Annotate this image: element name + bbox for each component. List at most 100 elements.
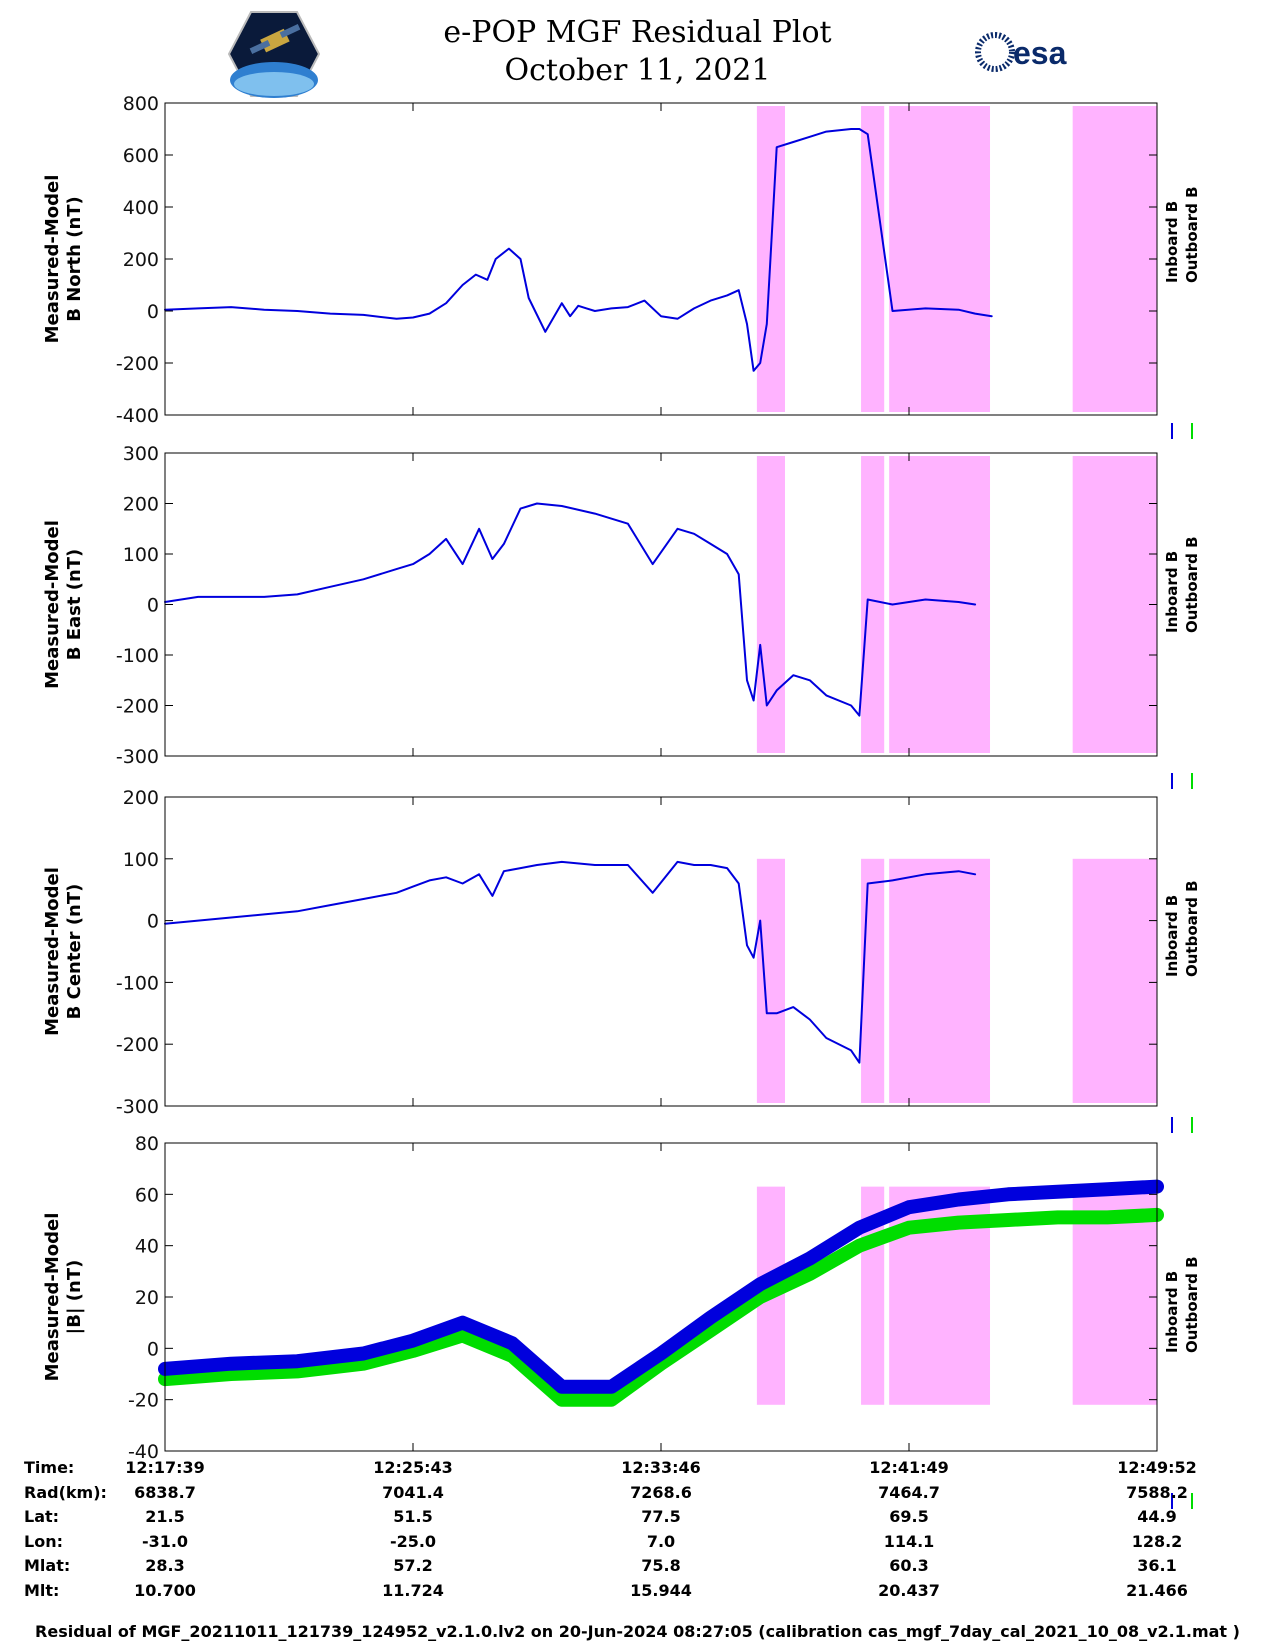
highlight-band-4 (1072, 456, 1157, 753)
highlight-band-4 (1072, 106, 1157, 412)
y-axis-label: B East (nT) (64, 549, 85, 661)
info-value: 128.2 (1131, 1531, 1183, 1551)
highlight-band-3 (889, 858, 991, 1103)
y-tick-label: -300 (116, 1096, 159, 1118)
esa-logo: esa (975, 32, 1067, 72)
y-tick-label: -400 (116, 405, 159, 427)
panel-1: 800 600 400 200 0 -200 -400 Measured-Model B Nor… (42, 93, 1201, 439)
info-row: Lon: -31.0 -25.0 7.0 114.1 128.2 (0, 1532, 1275, 1554)
info-value: 12:49:52 (1117, 1458, 1197, 1477)
info-value: 75.8 (641, 1556, 681, 1576)
y-tick-label: 100 (123, 849, 159, 871)
y-tick-label: -20 (128, 1390, 159, 1412)
plot-frame (164, 102, 1158, 416)
y-tick-label: 800 (123, 93, 159, 115)
info-row: Time: 12:17:39 12:25:43 12:33:46 12:41:49 12:… (0, 1458, 1275, 1480)
info-row-label: Rad(km): (24, 1482, 107, 1502)
info-value: 21.5 (145, 1507, 185, 1527)
info-value: 10.700 (134, 1581, 196, 1600)
legend-entry: Outboard B (1183, 536, 1201, 633)
y-tick-label: 200 (123, 494, 159, 516)
info-value: 7464.7 (878, 1482, 940, 1502)
y-axis-label: B Center (nT) (64, 884, 85, 1020)
y-tick-label: -200 (116, 353, 159, 375)
info-value: 12:17:39 (125, 1458, 205, 1477)
y-tick-label: 0 (147, 911, 159, 933)
info-row: Lat: 21.5 51.5 77.5 69.5 44.9 (0, 1507, 1275, 1529)
highlight-band-2 (861, 106, 885, 412)
info-value: 12:33:46 (621, 1458, 701, 1477)
y-tick-label: 0 (147, 301, 159, 323)
info-value: 69.5 (889, 1507, 929, 1527)
y-axis-label: Measured-Model (42, 867, 63, 1036)
info-value: -31.0 (141, 1531, 189, 1551)
panel-4: 80 60 40 20 0 -20 -40 Measured-Model |B| (nT) Inb… (42, 1133, 1201, 1509)
series-line-inboard-b (158, 1179, 1164, 1394)
highlight-band-2 (861, 456, 885, 753)
info-value: 11.724 (382, 1581, 444, 1600)
legend-entry: Inboard B (1163, 895, 1181, 977)
legend-entry: Outboard B (1183, 880, 1201, 977)
highlight-band-1 (756, 858, 785, 1103)
legend-entry: Inboard B (1163, 1271, 1181, 1353)
highlight-band-3 (889, 106, 991, 412)
info-row-label: Mlt: (24, 1581, 60, 1600)
info-value: 36.1 (1137, 1556, 1177, 1576)
highlight-band-1 (756, 456, 785, 753)
info-value: 7588.2 (1126, 1482, 1188, 1502)
highlight-band-4 (1072, 858, 1157, 1103)
series-line-inboard-b (164, 502, 977, 717)
info-value: 12:41:49 (869, 1458, 949, 1477)
plot-caption: Residual of MGF_20211011_121739_124952_v… (35, 1622, 1240, 1641)
y-tick-label: 0 (147, 595, 159, 617)
y-axis-label: Measured-Model (42, 1213, 63, 1382)
y-tick-label: 20 (135, 1287, 159, 1309)
y-tick-label: -100 (116, 972, 159, 994)
info-value: 20.437 (878, 1581, 940, 1600)
y-tick-label: 40 (135, 1236, 159, 1258)
info-row: Mlt: 10.700 11.724 15.944 20.437 21.466 (0, 1581, 1275, 1603)
legend-entry: Inboard B (1163, 201, 1181, 283)
panel-2: 300 200 100 0 -100 -200 -300 Measured-Model B Ea… (42, 443, 1201, 789)
y-tick-label: 400 (123, 197, 159, 219)
y-tick-label: 300 (123, 443, 159, 465)
y-axis-label: B North (nT) (64, 196, 85, 322)
y-tick-label: -200 (116, 696, 159, 718)
y-axis-label: Measured-Model (42, 520, 63, 689)
y-axis-label: |B| (nT) (64, 1260, 85, 1335)
info-row-label: Lat: (24, 1507, 60, 1527)
info-value: 6838.7 (134, 1482, 196, 1502)
cassiope-logo (228, 11, 320, 98)
legend-entry: Inboard B (1163, 551, 1181, 633)
info-value: -25.0 (389, 1531, 437, 1551)
info-value: 7.0 (646, 1531, 676, 1551)
info-row-label: Mlat: (24, 1556, 71, 1576)
plot-frame (164, 452, 1158, 757)
y-tick-label: 60 (135, 1184, 159, 1206)
series-line-inboard-b (164, 128, 993, 372)
info-row-label: Lon: (24, 1531, 63, 1551)
plot-frame (164, 796, 1158, 1107)
y-tick-label: -200 (116, 1034, 159, 1056)
info-value: 21.466 (1126, 1581, 1188, 1600)
info-value: 7041.4 (382, 1482, 444, 1502)
info-value: 77.5 (641, 1507, 681, 1527)
info-value: 12:25:43 (373, 1458, 453, 1477)
chart-title: e-POP MGF Residual Plot (443, 15, 832, 50)
legend-entry: Outboard B (1183, 186, 1201, 283)
y-tick-label: -300 (116, 746, 159, 768)
series-line-outboard-b (158, 1207, 1164, 1407)
info-row-label: Time: (24, 1458, 75, 1477)
legend-entry: Outboard B (1183, 1256, 1201, 1353)
chart-subtitle: October 11, 2021 (504, 53, 771, 88)
y-tick-label: 200 (123, 787, 159, 809)
info-row: Rad(km): 6838.7 7041.4 7268.6 7464.7 7588.2 (0, 1483, 1275, 1505)
esa-logo-text: esa (1013, 35, 1067, 71)
y-tick-label: -100 (116, 645, 159, 667)
info-value: 28.3 (145, 1556, 185, 1576)
info-value: 57.2 (393, 1556, 433, 1576)
info-value: 7268.6 (630, 1482, 692, 1502)
panel-3: 200 100 0 -100 -200 -300 Measured-Model B Cente… (42, 787, 1201, 1133)
y-tick-label: 200 (123, 249, 159, 271)
